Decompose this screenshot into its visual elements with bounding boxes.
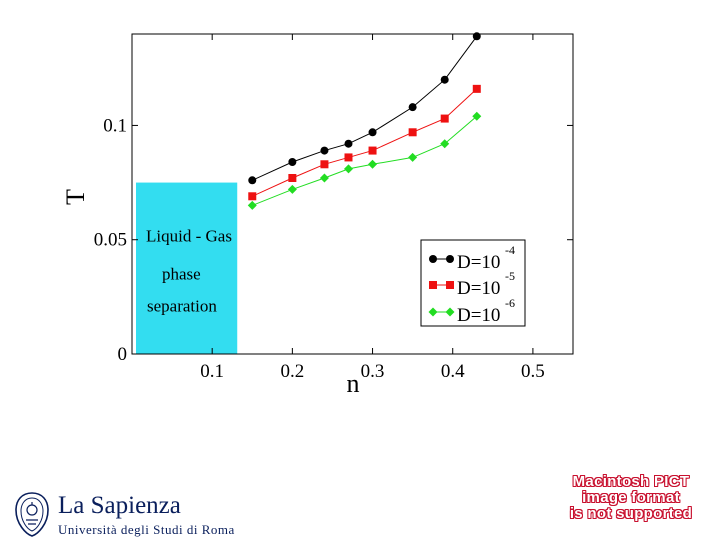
notice-line-3: is not supported <box>569 505 693 522</box>
legend-marker <box>445 307 455 317</box>
notice-line-1: Macintosh PICT <box>572 473 690 490</box>
data-point <box>320 146 329 155</box>
x-tick-label: 0.1 <box>200 361 224 382</box>
legend-exponent: -6 <box>505 296 515 310</box>
legend: D=10 -4 D=10 -5 D=10 -6 <box>420 239 526 327</box>
legend-marker <box>429 281 437 289</box>
data-point <box>248 176 257 185</box>
x-tick-label: 0.3 <box>361 361 385 382</box>
data-point <box>344 153 353 162</box>
data-point <box>247 200 257 210</box>
region-label-line: phase <box>162 265 201 284</box>
series-line <box>252 88 478 197</box>
data-point <box>440 114 449 123</box>
x-tick-label: 0.4 <box>441 361 465 382</box>
region-label-line: separation <box>147 297 217 316</box>
region-label-line: Liquid - Gas <box>146 227 232 246</box>
data-point <box>440 139 450 149</box>
sapienza-crest-icon <box>15 492 49 537</box>
data-point <box>408 103 417 112</box>
legend-label: D=10 <box>457 252 500 273</box>
plot-frame <box>131 33 574 355</box>
logo-subtitle: Università degli Studi di Roma <box>58 522 235 537</box>
data-point <box>472 32 481 41</box>
legend-exponent: -5 <box>505 269 515 283</box>
notice-line-2: image format <box>582 489 680 506</box>
legend-marker <box>428 307 438 317</box>
data-point <box>287 184 297 194</box>
data-point <box>319 173 329 183</box>
legend-exponent: -4 <box>505 243 515 257</box>
data-point <box>288 174 297 182</box>
legend-marker <box>446 281 454 289</box>
legend-marker <box>446 255 454 263</box>
data-point <box>408 152 418 162</box>
y-tick-label: 0.1 <box>103 115 127 136</box>
data-point <box>343 164 353 174</box>
data-point <box>320 160 329 169</box>
legend-marker <box>429 255 437 263</box>
logo-title: La Sapienza <box>58 492 181 519</box>
y-tick-label: 0.05 <box>94 230 127 251</box>
data-point <box>368 159 378 169</box>
unsupported-image-notice: Macintosh PICT image format is not suppo… <box>540 474 720 522</box>
x-tick-label: 0.2 <box>280 361 304 382</box>
data-point <box>248 192 257 201</box>
data-point <box>440 75 449 84</box>
data-point <box>344 139 353 148</box>
y-axis-label: T <box>61 189 90 205</box>
data-point <box>472 84 481 93</box>
series-line <box>252 115 478 206</box>
x-tick-label: 0.5 <box>521 361 545 382</box>
data-point <box>288 158 297 166</box>
x-axis-label: n <box>347 369 360 398</box>
legend-label: D=10 <box>457 278 500 299</box>
series-line <box>252 35 478 181</box>
university-logo: La Sapienza Università degli Studi di Ro… <box>8 486 258 540</box>
data-point <box>472 111 482 121</box>
data-point <box>368 128 377 137</box>
legend-label: D=10 <box>457 305 500 326</box>
data-point <box>408 128 417 137</box>
data-point <box>368 146 377 155</box>
phase-region <box>136 182 238 354</box>
y-tick-label: 0 <box>118 344 128 365</box>
